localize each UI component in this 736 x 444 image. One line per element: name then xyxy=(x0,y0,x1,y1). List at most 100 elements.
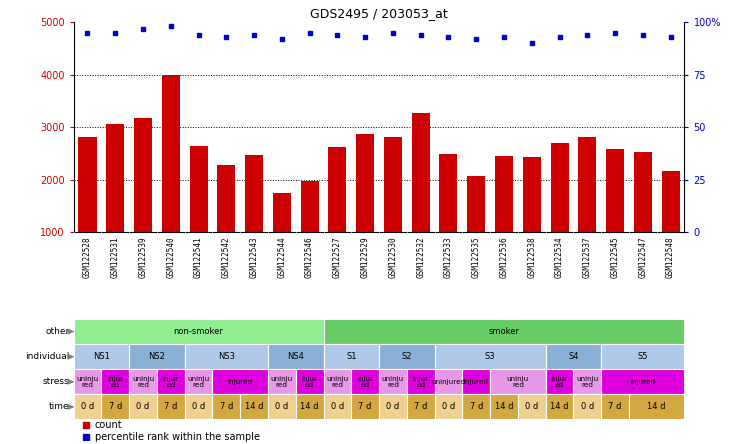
Text: 0 d: 0 d xyxy=(581,402,594,412)
Text: GSM122545: GSM122545 xyxy=(611,237,620,278)
Text: GSM122540: GSM122540 xyxy=(166,237,175,278)
Bar xyxy=(273,193,291,232)
Bar xyxy=(351,394,379,420)
Text: NS2: NS2 xyxy=(149,352,166,361)
Bar xyxy=(217,165,236,232)
Bar xyxy=(379,369,407,394)
Bar xyxy=(462,369,490,394)
Text: 14 d: 14 d xyxy=(300,402,319,412)
Text: S3: S3 xyxy=(485,352,495,361)
Text: GSM122531: GSM122531 xyxy=(110,237,120,278)
Bar xyxy=(74,319,324,344)
Text: GSM122539: GSM122539 xyxy=(138,237,147,278)
Text: S2: S2 xyxy=(402,352,412,361)
Text: GSM122532: GSM122532 xyxy=(416,237,425,278)
Bar xyxy=(495,155,513,232)
Text: GSM122529: GSM122529 xyxy=(361,237,369,278)
Text: 0 d: 0 d xyxy=(81,402,94,412)
Text: 0 d: 0 d xyxy=(275,402,289,412)
Bar xyxy=(74,344,129,369)
Bar xyxy=(601,394,629,420)
Text: injured: injured xyxy=(227,379,252,385)
Text: injur
ed: injur ed xyxy=(413,376,429,388)
Text: NS3: NS3 xyxy=(218,352,235,361)
Bar xyxy=(518,394,545,420)
Text: uninju
red: uninju red xyxy=(188,376,210,388)
Bar xyxy=(157,394,185,420)
Text: 0 d: 0 d xyxy=(386,402,400,412)
Text: non-smoker: non-smoker xyxy=(174,327,224,336)
Text: GSM122535: GSM122535 xyxy=(472,237,481,278)
Text: GSM122537: GSM122537 xyxy=(583,237,592,278)
Bar xyxy=(351,369,379,394)
Bar xyxy=(79,137,96,232)
Bar xyxy=(573,394,601,420)
Bar xyxy=(324,369,351,394)
Bar xyxy=(601,344,684,369)
Bar xyxy=(379,394,407,420)
Bar xyxy=(356,134,374,232)
Bar xyxy=(407,369,434,394)
Bar xyxy=(578,137,596,232)
Text: 7 d: 7 d xyxy=(358,402,372,412)
Bar xyxy=(129,394,157,420)
Text: 0 d: 0 d xyxy=(136,402,149,412)
Text: 14 d: 14 d xyxy=(245,402,263,412)
Bar xyxy=(134,118,152,232)
Bar xyxy=(268,394,296,420)
Bar xyxy=(551,143,568,232)
Text: uninju
red: uninju red xyxy=(271,376,293,388)
Text: GSM122534: GSM122534 xyxy=(555,237,564,278)
Bar xyxy=(634,152,652,232)
Text: count: count xyxy=(95,420,123,431)
Bar xyxy=(74,394,102,420)
Text: injured: injured xyxy=(464,379,489,385)
Bar xyxy=(296,369,324,394)
Text: 14 d: 14 d xyxy=(495,402,513,412)
Text: uninjured: uninjured xyxy=(431,379,466,385)
Text: S5: S5 xyxy=(637,352,648,361)
Text: smoker: smoker xyxy=(489,327,520,336)
Text: injur
ed: injur ed xyxy=(302,376,318,388)
Text: GSM122528: GSM122528 xyxy=(83,237,92,278)
Bar xyxy=(157,369,185,394)
Bar xyxy=(324,344,379,369)
Text: injured: injured xyxy=(630,379,655,385)
Bar xyxy=(411,112,430,232)
Text: uninju
red: uninju red xyxy=(382,376,404,388)
Text: injur
ed: injur ed xyxy=(357,376,373,388)
Bar xyxy=(102,369,129,394)
Bar xyxy=(245,155,263,232)
Text: uninju
red: uninju red xyxy=(576,376,598,388)
Text: 7 d: 7 d xyxy=(414,402,428,412)
Text: 14 d: 14 d xyxy=(648,402,666,412)
Text: GSM122538: GSM122538 xyxy=(527,237,537,278)
Bar xyxy=(490,369,545,394)
Text: uninju
red: uninju red xyxy=(77,376,99,388)
Bar xyxy=(606,149,624,232)
Bar xyxy=(434,394,462,420)
Bar xyxy=(434,369,462,394)
Bar xyxy=(384,137,402,232)
Text: GSM122544: GSM122544 xyxy=(277,237,286,278)
Text: 14 d: 14 d xyxy=(551,402,569,412)
Bar xyxy=(324,394,351,420)
Title: GDS2495 / 203053_at: GDS2495 / 203053_at xyxy=(310,7,448,20)
Text: GSM122533: GSM122533 xyxy=(444,237,453,278)
Text: 7 d: 7 d xyxy=(164,402,177,412)
Bar xyxy=(434,344,545,369)
Bar xyxy=(490,394,518,420)
Text: GSM122546: GSM122546 xyxy=(305,237,314,278)
Text: injur
ed: injur ed xyxy=(107,376,124,388)
Bar xyxy=(379,344,434,369)
Text: GSM122543: GSM122543 xyxy=(250,237,258,278)
Bar xyxy=(190,146,208,232)
Bar xyxy=(162,75,180,232)
Bar xyxy=(268,369,296,394)
Text: NS4: NS4 xyxy=(287,352,304,361)
Text: injur
ed: injur ed xyxy=(163,376,179,388)
Bar xyxy=(102,394,129,420)
Bar xyxy=(106,124,124,232)
Bar xyxy=(300,181,319,232)
Text: 0 d: 0 d xyxy=(442,402,455,412)
